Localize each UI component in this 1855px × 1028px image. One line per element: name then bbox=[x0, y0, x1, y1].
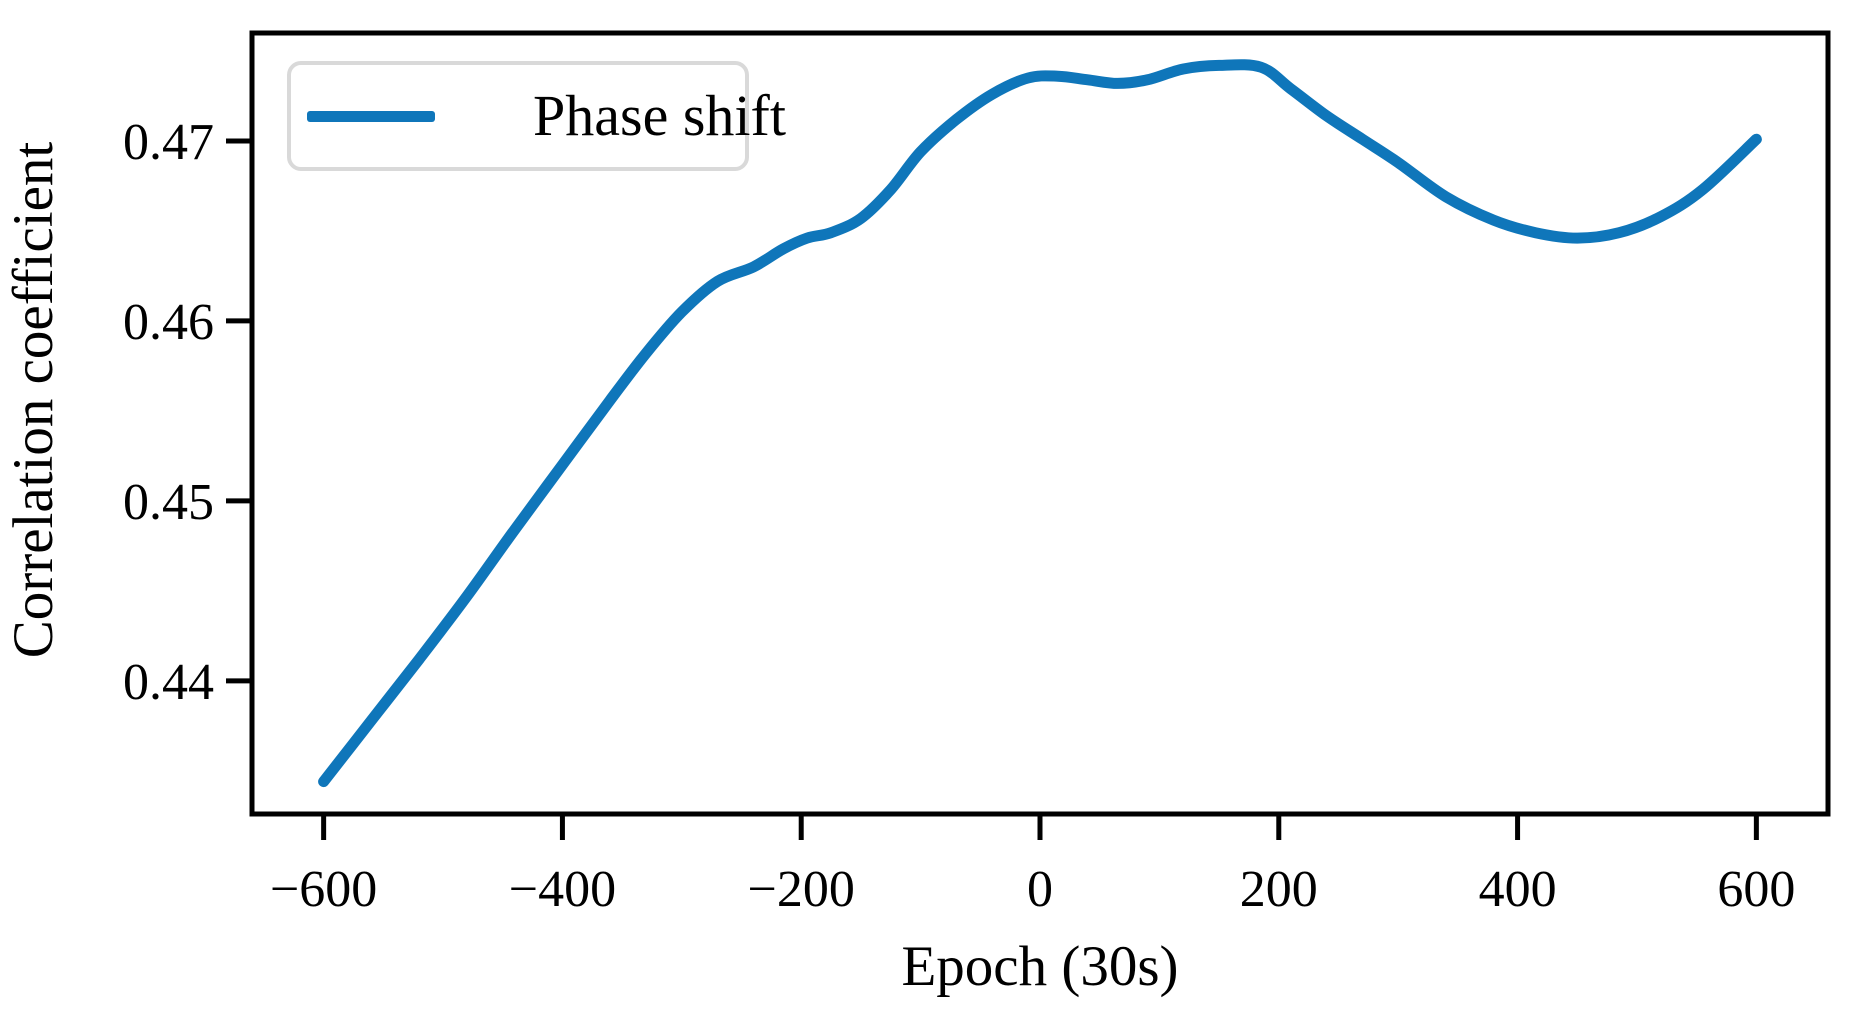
x-tick-label: −600 bbox=[270, 861, 377, 918]
plot-border bbox=[249, 30, 1831, 817]
x-tick-label: −400 bbox=[509, 861, 616, 918]
y-axis-ticks: 0.47 0.46 0.45 0.44 bbox=[123, 114, 250, 711]
x-axis-ticks: −600 −400 −200 0 200 400 600 bbox=[270, 816, 1795, 918]
y-tick-label: 0.45 bbox=[123, 474, 214, 531]
phase-shift-line bbox=[318, 59, 1762, 788]
legend-line-swatch bbox=[307, 110, 435, 122]
legend: Phase shift bbox=[287, 61, 786, 171]
x-tick-label: −200 bbox=[748, 861, 855, 918]
y-tick-label: 0.44 bbox=[123, 654, 214, 711]
x-tick-label: 200 bbox=[1240, 861, 1318, 918]
y-tick-label: 0.47 bbox=[123, 114, 214, 171]
x-tick-label: 0 bbox=[1027, 861, 1053, 918]
x-tick-label: 400 bbox=[1479, 861, 1557, 918]
x-tick-label: 600 bbox=[1717, 861, 1795, 918]
y-tick-label: 0.46 bbox=[123, 294, 214, 351]
y-axis-label: Correlation coefficient bbox=[2, 142, 65, 659]
legend-label: Phase shift bbox=[533, 83, 786, 148]
x-axis-label: Epoch (30s) bbox=[901, 935, 1178, 998]
